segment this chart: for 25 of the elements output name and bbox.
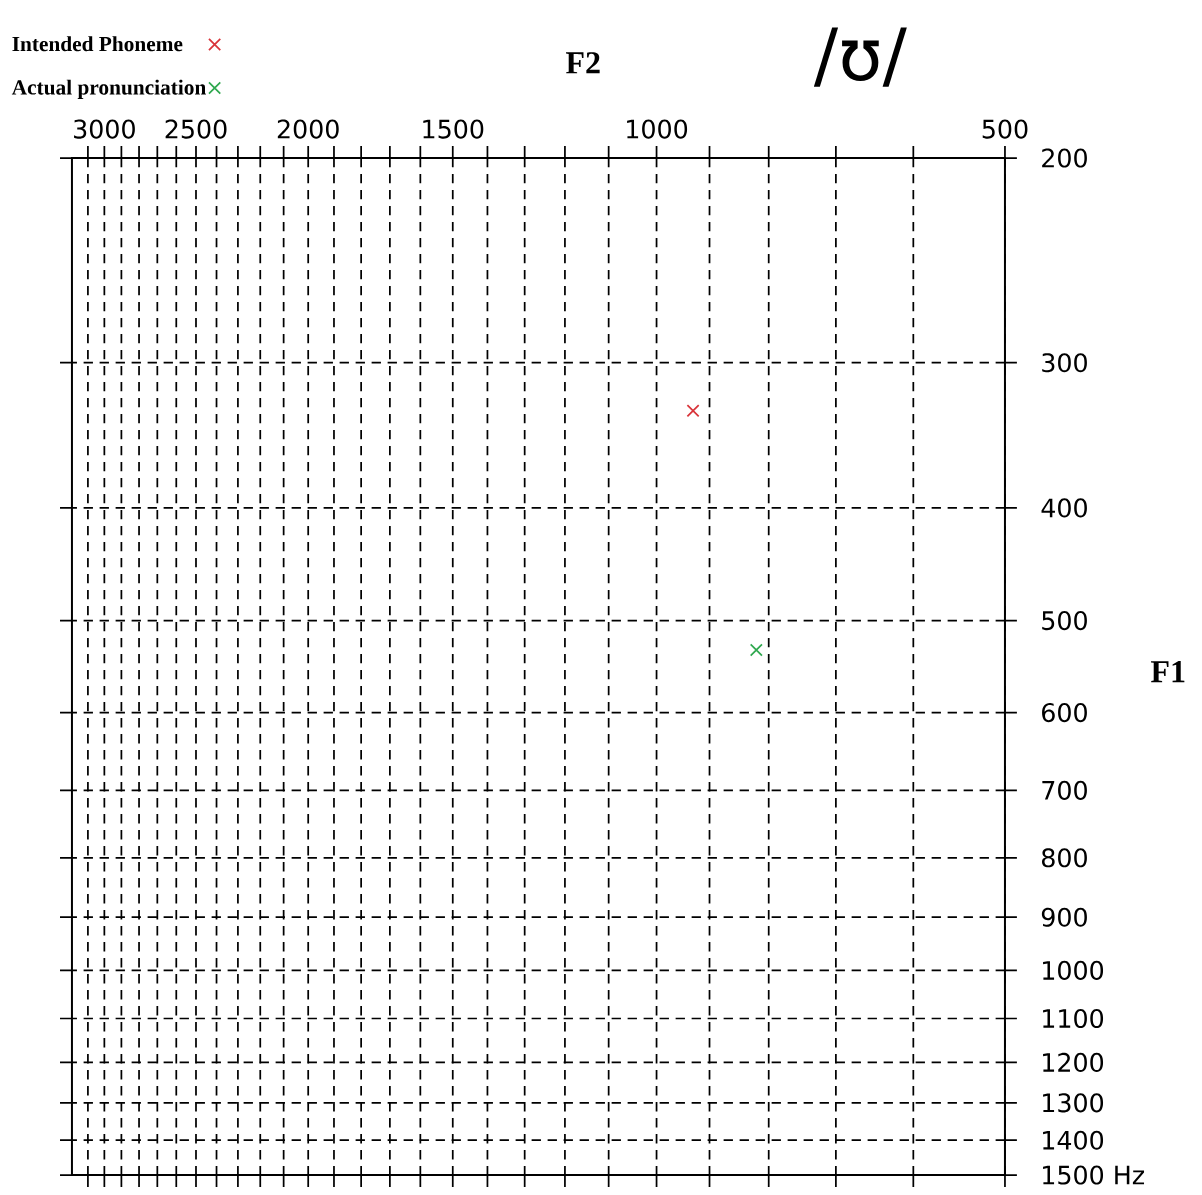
x-tick-label: 3000 — [74, 119, 135, 139]
x-tick-label: 500 — [982, 119, 1028, 139]
y-tick-label: 1200 — [1043, 1052, 1104, 1072]
y-tick-label: 1000 — [1043, 960, 1104, 980]
y-tick-label: 200 — [1042, 148, 1087, 168]
legend-label: Intended Phoneme — [12, 36, 183, 52]
chart-title: /ʊ/ — [813, 27, 907, 87]
y-tick-label: 1400 — [1043, 1130, 1104, 1150]
y-tick-label: 600 — [1042, 702, 1087, 723]
y-axis-title: F1 — [1151, 661, 1185, 683]
y-tick-label: 500 — [1042, 610, 1087, 631]
y-tick-label: 1300 — [1043, 1093, 1104, 1113]
x-tick-label: 1500 — [423, 119, 484, 139]
y-tick-label: 800 — [1042, 848, 1087, 868]
x-tick-label: 2000 — [277, 119, 339, 139]
legend-label: Actual pronunciation — [11, 79, 206, 99]
y-tick-label: 300 — [1042, 353, 1087, 373]
x-tick-label: 2500 — [165, 119, 227, 139]
y-tick-label: 1100 — [1043, 1008, 1104, 1029]
y-tick-label: 400 — [1041, 498, 1087, 518]
y-tick-label: 1500 Hz — [1043, 1165, 1145, 1185]
x-axis-title: F2 — [566, 52, 600, 74]
y-tick-label: 700 — [1042, 780, 1087, 800]
y-tick-label: 900 — [1041, 907, 1087, 927]
x-tick-label: 1000 — [627, 119, 688, 139]
